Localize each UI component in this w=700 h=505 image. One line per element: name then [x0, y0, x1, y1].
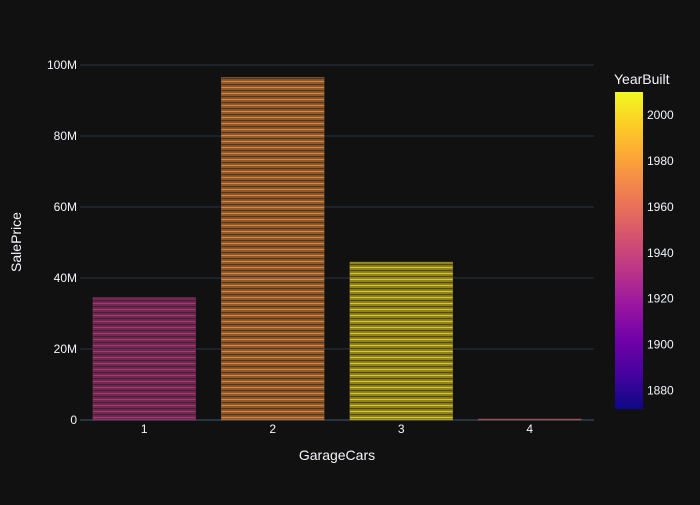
- y-tick-label: 20M: [54, 342, 77, 356]
- x-tick-label: 3: [398, 422, 405, 436]
- y-tick-label: 0: [70, 413, 77, 427]
- bar-3: [349, 261, 453, 421]
- colorbar-tick-label: 1900: [647, 338, 674, 352]
- y-tick-label: 80M: [54, 129, 77, 143]
- bar-layer: [92, 77, 582, 421]
- x-tick-label: 4: [526, 422, 533, 436]
- x-tick-label: 2: [269, 422, 276, 436]
- x-axis-title: GarageCars: [299, 447, 375, 463]
- x-tick-label: 1: [141, 422, 148, 436]
- bar-2: [221, 77, 325, 421]
- colorbar: YearBuilt 1880 1900 1920 1940 1960 1980 2000: [614, 71, 674, 409]
- colorbar-title: YearBuilt: [614, 71, 670, 87]
- y-tick-label: 40M: [54, 271, 77, 285]
- colorbar-tick-label: 1920: [647, 292, 674, 306]
- colorbar-tick-label: 1940: [647, 246, 674, 260]
- y-axis-title: SalePrice: [8, 212, 24, 272]
- colorbar-tick-label: 1880: [647, 384, 674, 398]
- colorbar-tick-label: 2000: [647, 108, 674, 122]
- y-tick-label: 60M: [54, 200, 77, 214]
- bar-1: [92, 297, 196, 421]
- y-tick-label: 100M: [47, 58, 77, 72]
- colorbar-tick-label: 1960: [647, 200, 674, 214]
- axis-layer: 0 20M 40M 60M 80M 100M 1 2 3 4: [47, 58, 533, 436]
- bar-4: [478, 418, 582, 421]
- colorbar-tick-label: 1980: [647, 154, 674, 168]
- colorbar-gradient: [615, 92, 643, 409]
